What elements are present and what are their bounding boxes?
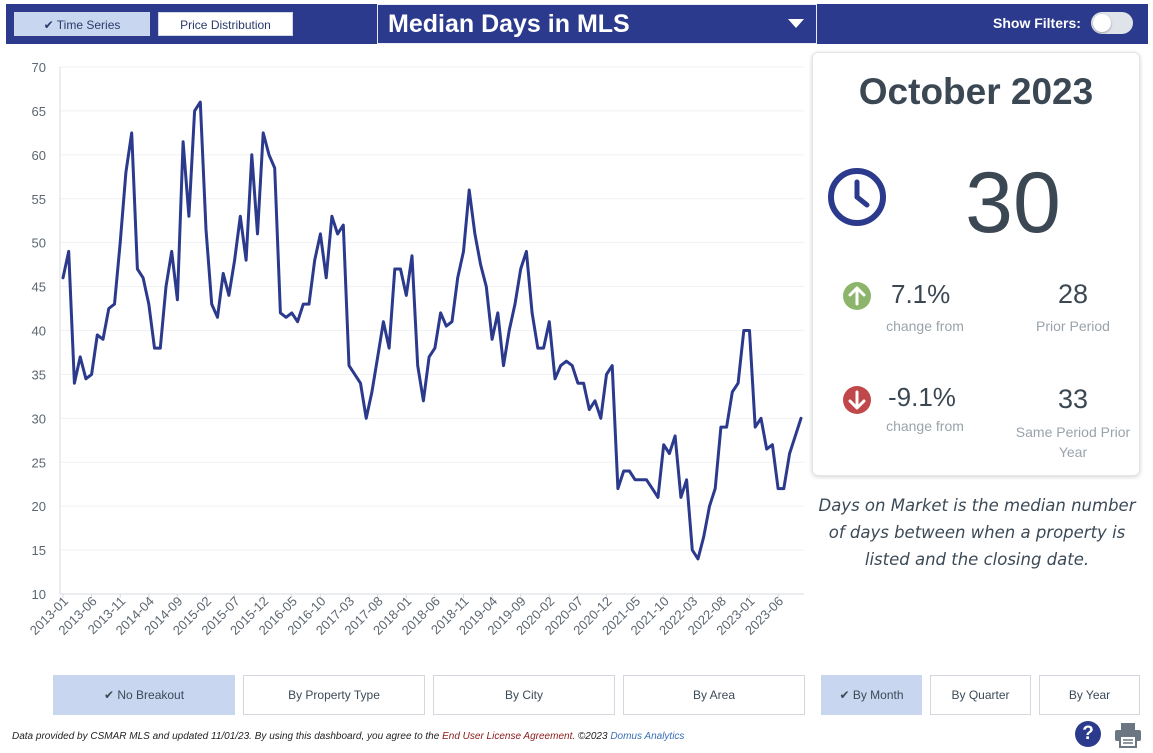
breakout-none-button[interactable]: ✔ No Breakout [53, 675, 235, 715]
arrow-up-icon [843, 282, 871, 310]
y-tick-label: 60 [32, 148, 46, 163]
y-tick-label: 65 [32, 104, 46, 119]
interval-year-label: By Year [1068, 688, 1111, 702]
y-tick-label: 55 [32, 192, 46, 207]
interval-month-button[interactable]: ✔ By Month [821, 675, 922, 715]
y-tick-label: 50 [32, 236, 46, 251]
metric-dropdown[interactable]: Median Days in MLS [377, 4, 817, 44]
y-tick-label: 10 [32, 587, 46, 602]
breakout-city-label: By City [504, 688, 543, 702]
price-distribution-tab[interactable]: Price Distribution [158, 12, 293, 36]
print-icon[interactable] [1114, 722, 1142, 753]
prior-period-label: Prior Period [1036, 318, 1110, 334]
change-prior-label: change from [886, 318, 964, 334]
change-prior-pct: 7.1% [891, 279, 951, 309]
metric-dropdown-label: Median Days in MLS [388, 10, 630, 38]
check-icon: ✔ [839, 688, 850, 702]
breakout-area-label: By Area [692, 688, 736, 702]
y-tick-label: 30 [32, 411, 46, 426]
interval-quarter-button[interactable]: By Quarter [930, 675, 1031, 715]
y-tick-label: 15 [32, 543, 46, 558]
prior-period-value: 28 [1057, 279, 1089, 309]
metric-description: Days on Market is the median number of d… [818, 496, 1136, 569]
brand-link[interactable]: Domus Analytics [610, 731, 685, 742]
summary-value: 30 [965, 155, 1061, 251]
summary-card: October 2023 30 7.1% change from 28 Prio… [812, 52, 1140, 476]
breakout-city-button[interactable]: By City [433, 675, 615, 715]
y-tick-label: 70 [32, 60, 46, 75]
time-series-tab[interactable]: ✔ Time Series [14, 12, 150, 36]
breakout-none-label: No Breakout [117, 688, 185, 702]
interval-quarter-label: By Quarter [951, 688, 1010, 702]
change-year-pct: -9.1% [888, 382, 956, 412]
arrow-down-icon [843, 386, 871, 414]
series-line [61, 100, 803, 561]
caret-down-icon [788, 19, 804, 28]
footer: Data provided by CSMAR MLS and updated 1… [12, 731, 684, 742]
license-link[interactable]: End User License Agreement [442, 731, 573, 742]
price-distribution-label: Price Distribution [180, 18, 271, 32]
footer-text: Data provided by CSMAR MLS and updated 1… [12, 731, 440, 742]
breakout-property-type-label: By Property Type [288, 688, 380, 702]
same-period-label: Same Period Prior Year [1015, 424, 1131, 460]
y-tick-label: 35 [32, 367, 46, 382]
interval-month-label: By Month [852, 688, 904, 702]
y-tick-label: 25 [32, 455, 46, 470]
y-tick-label: 45 [32, 280, 46, 295]
change-year-label: change from [886, 418, 964, 434]
footer-copyright: . ©2023 [572, 731, 608, 742]
y-tick-label: 20 [32, 499, 46, 514]
interval-year-button[interactable]: By Year [1039, 675, 1140, 715]
time-series-chart: 101520253035404550556065702013-012013-06… [27, 60, 804, 638]
breakout-property-type-button[interactable]: By Property Type [243, 675, 425, 715]
check-icon: ✔ [103, 688, 114, 702]
breakout-area-button[interactable]: By Area [623, 675, 805, 715]
same-period-value: 33 [1057, 384, 1089, 414]
top-bar: ✔ Time Series Price Distribution Median … [6, 4, 1148, 44]
clock-icon [827, 167, 887, 232]
help-icon[interactable]: ? [1075, 721, 1101, 747]
show-filters-label: Show Filters: [993, 15, 1081, 31]
check-icon: ✔ [43, 18, 54, 32]
show-filters-toggle[interactable] [1091, 12, 1133, 34]
toggle-knob [1093, 14, 1111, 32]
summary-period: October 2023 [858, 71, 1094, 112]
time-series-label: Time Series [56, 18, 121, 32]
y-tick-label: 40 [32, 324, 46, 339]
